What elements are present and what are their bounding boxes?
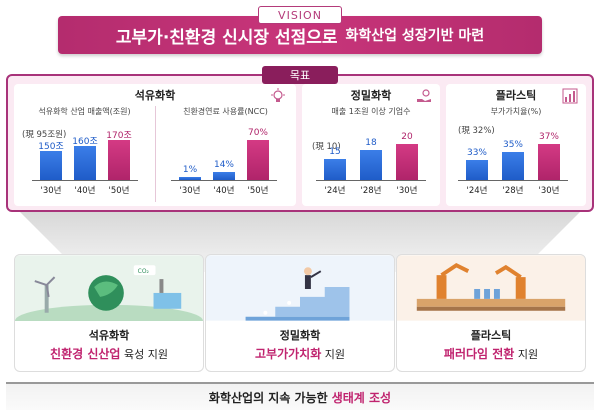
vision-tag: VISION	[258, 6, 342, 24]
chart-bar	[247, 140, 269, 180]
strategy-plastic: 플라스틱 패러다임 전환 지원	[396, 254, 586, 372]
strategy-action: 친환경 신산업 육성 지원	[15, 345, 203, 362]
hand-coin-icon	[416, 88, 432, 108]
vision-sub-text: 화학산업 성장기반 마련	[345, 28, 485, 44]
bar-value-label: 170조	[106, 131, 132, 141]
card-petrochemical: 석유화학 석유화학 산업 매출액(조원) 친환경연료 사용률(NCC) (現 9…	[14, 84, 296, 206]
foundation-highlight: 생태계 조성	[331, 390, 392, 405]
strategy-sector: 플라스틱	[470, 329, 512, 342]
bar-category-label: '50년	[247, 186, 269, 196]
card-plastic: 플라스틱 부가가치율(%) (現 32%) 33% '24년 35% '28년 37% '…	[446, 84, 586, 206]
strategy-highlight: 고부가가치화	[255, 347, 322, 361]
strategy-rest: 육성 지원	[123, 348, 168, 361]
reference-label: (現 10)	[312, 142, 341, 152]
bar-category-label: '30년	[396, 186, 418, 196]
bar-category-label: '30년	[179, 186, 201, 196]
eco-industry-illustration: CO₂	[15, 255, 203, 321]
chart-bar	[324, 159, 346, 180]
bar-value-label: 18	[365, 138, 377, 148]
chart-bar	[538, 144, 560, 180]
bar-category-label: '30년	[538, 186, 560, 196]
reference-label: (現 95조원)	[22, 130, 67, 140]
chart-bar	[179, 177, 201, 180]
bar-value-label: 15	[329, 147, 341, 157]
card-title: 석유화학	[134, 89, 176, 102]
staircase-growth-illustration	[206, 255, 394, 321]
chart-bar	[360, 150, 382, 180]
lightbulb-icon	[270, 88, 286, 108]
strategy-highlight: 패러다임 전환	[443, 347, 515, 361]
panel-subtitle: 매출 1조원 이상 기업수	[331, 107, 411, 116]
foundation-text: 화학산업의 지속 가능한	[208, 390, 328, 405]
svg-text:CO₂: CO₂	[138, 268, 149, 275]
bar-value-label: 35%	[502, 140, 523, 150]
chart-baseline	[316, 180, 426, 181]
card-fine-chemical: 정밀화학 매출 1조원 이상 기업수 (現 10) 15 '24년 18 '28년 20…	[302, 84, 440, 206]
reference-label: (現 32%)	[458, 126, 495, 136]
strategy-rest: 지원	[324, 348, 345, 361]
bar-category-label: '40년	[74, 186, 96, 196]
chart-baseline	[458, 180, 568, 181]
strategy-sector: 석유화학	[88, 329, 130, 342]
bar-value-label: 150조	[38, 142, 64, 153]
bar-value-label: 37%	[538, 132, 559, 142]
bar-value-label: 70%	[247, 128, 268, 138]
strategy-fine-chemical: 정밀화학 고부가가치화 지원	[205, 254, 395, 372]
bar-category-label: '30년	[40, 186, 62, 196]
chart-bar	[74, 145, 96, 180]
chart-bar	[108, 140, 130, 180]
vision-main-text: 고부가·친환경 신시장 선점으로	[115, 27, 338, 48]
bar-category-label: '50년	[108, 186, 130, 196]
panel-subtitle: 부가가치율(%)	[490, 107, 542, 116]
chart-bar	[466, 160, 488, 180]
strategy-action: 패러다임 전환 지원	[397, 345, 585, 362]
bar-value-label: 33%	[466, 148, 487, 158]
bar-category-label: '40년	[213, 186, 235, 196]
bar-value-label: 1%	[182, 165, 198, 175]
foundation-banner: 화학산업의 지속 가능한 생태계 조성	[6, 382, 594, 410]
goal-tag: 목표	[262, 66, 338, 84]
panel-subtitle: 친환경연료 사용률(NCC)	[183, 107, 268, 116]
bar-category-label: '28년	[502, 186, 524, 196]
bar-category-label: '24년	[324, 186, 346, 196]
card-title: 플라스틱	[495, 89, 537, 102]
card-title: 정밀화학	[350, 89, 392, 102]
panel-subtitle: 석유화학 산업 매출액(조원)	[38, 107, 131, 116]
bar-category-label: '28년	[360, 186, 382, 196]
chart-bar	[502, 152, 524, 180]
strategy-petrochemical: CO₂ 석유화학 친환경 신산업 육성 지원	[14, 254, 204, 372]
bar-value-label: 160조	[72, 136, 98, 147]
chart-baseline	[171, 180, 277, 181]
bar-category-label: '24년	[466, 186, 488, 196]
bar-value-label: 20	[401, 132, 413, 142]
factory-robot-illustration	[397, 255, 585, 321]
chart-baseline	[32, 180, 138, 181]
strategy-rest: 지원	[517, 348, 539, 361]
strategy-highlight: 친환경 신산업	[50, 347, 121, 361]
growth-chart-icon	[562, 88, 578, 108]
chart-bar	[396, 144, 418, 180]
bar-value-label: 14%	[213, 160, 234, 170]
strategy-sector: 정밀화학	[279, 329, 321, 342]
chart-bar	[40, 151, 62, 180]
strategy-action: 고부가가치화 지원	[206, 345, 394, 362]
chart-bar	[213, 172, 235, 180]
